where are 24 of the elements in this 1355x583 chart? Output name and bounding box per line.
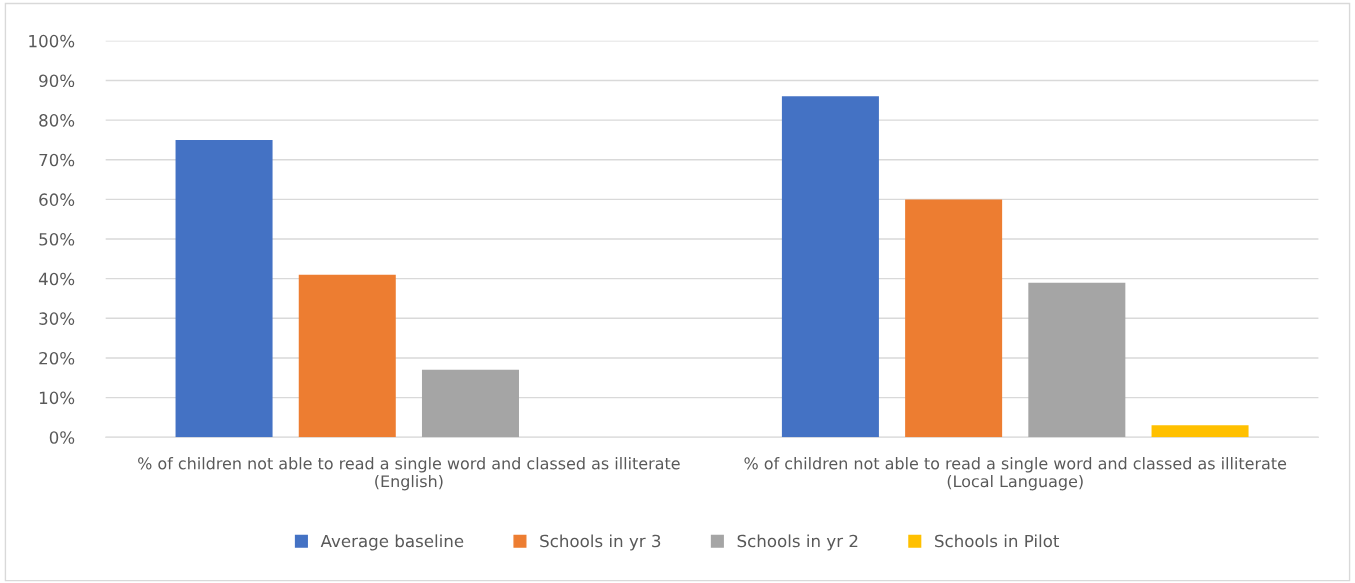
bar [781,96,879,438]
y-tick-label: 100% [29,34,75,48]
legend-label: Average baseline [320,534,464,551]
legend-label: Schools in yr 3 [540,534,661,551]
x-tick-label: % of children not able to read a single word and classed as illiterate (Local Language) [744,457,1287,491]
y-tick-label: 70% [39,153,75,167]
legend-label: Schools in Pilot [935,534,1060,548]
bar [175,139,273,438]
bar [298,274,396,438]
y-tick-label: 10% [39,391,75,405]
y-tick-label: 20% [39,351,75,365]
bar [1028,282,1126,438]
y-tick-label: 50% [39,232,75,246]
x-tick-label: % of children not able to read a single word and classed as illiterate (English) [138,457,680,491]
y-tick-label: 40% [38,272,75,286]
y-tick-label: 80% [39,114,75,127]
y-tick-label: 0% [49,431,75,444]
y-tick-label: 90% [39,74,75,88]
bar [905,199,1003,438]
legend-label: Schools in yr 2 [737,534,858,551]
bar [421,369,519,438]
bar [1151,425,1249,438]
y-tick-label: 60% [39,193,75,206]
y-tick-label: 30% [39,312,75,325]
